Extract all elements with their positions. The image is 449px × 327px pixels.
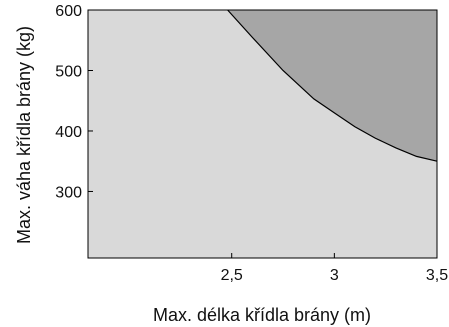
y-tick-label: 500 [55, 63, 82, 80]
plot-frame [87, 9, 438, 259]
y-tick-label: 300 [55, 184, 82, 201]
plot-area [87, 9, 438, 259]
limit-curve [227, 9, 438, 162]
upper-region [227, 10, 437, 162]
tick-labels: 2,5 3 3,5 300 400 500 600 [55, 3, 448, 284]
y-tick-label: 400 [55, 124, 82, 141]
x-tick-label: 2,5 [221, 267, 243, 284]
x-tick-label: 3,5 [426, 267, 448, 284]
x-tick-label: 3 [330, 267, 339, 284]
y-axis-title: Max. váha křídla brány (kg) [14, 26, 34, 244]
y-tick-label: 600 [55, 3, 82, 20]
x-axis-title: Max. délka křídla brány (m) [153, 305, 371, 325]
